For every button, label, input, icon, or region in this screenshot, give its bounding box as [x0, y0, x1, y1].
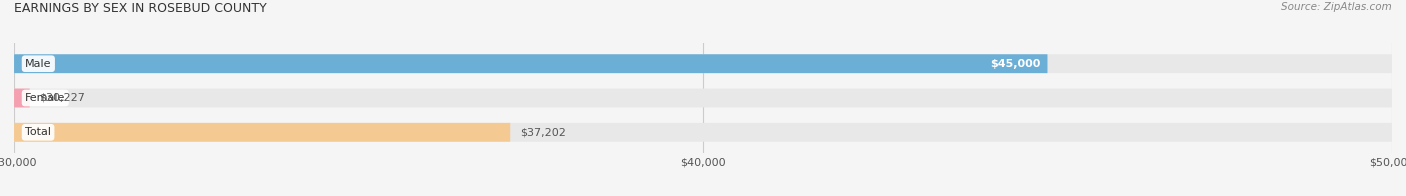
Text: $30,227: $30,227 — [39, 93, 86, 103]
Text: Total: Total — [25, 127, 51, 137]
FancyBboxPatch shape — [14, 123, 1392, 142]
FancyBboxPatch shape — [14, 89, 1392, 107]
Text: $45,000: $45,000 — [990, 59, 1040, 69]
FancyBboxPatch shape — [14, 54, 1392, 73]
FancyBboxPatch shape — [14, 123, 510, 142]
Text: $37,202: $37,202 — [520, 127, 565, 137]
FancyBboxPatch shape — [14, 54, 1047, 73]
FancyBboxPatch shape — [14, 89, 30, 107]
Text: Female: Female — [25, 93, 66, 103]
Text: Source: ZipAtlas.com: Source: ZipAtlas.com — [1281, 2, 1392, 12]
Text: Male: Male — [25, 59, 52, 69]
Text: EARNINGS BY SEX IN ROSEBUD COUNTY: EARNINGS BY SEX IN ROSEBUD COUNTY — [14, 2, 267, 15]
